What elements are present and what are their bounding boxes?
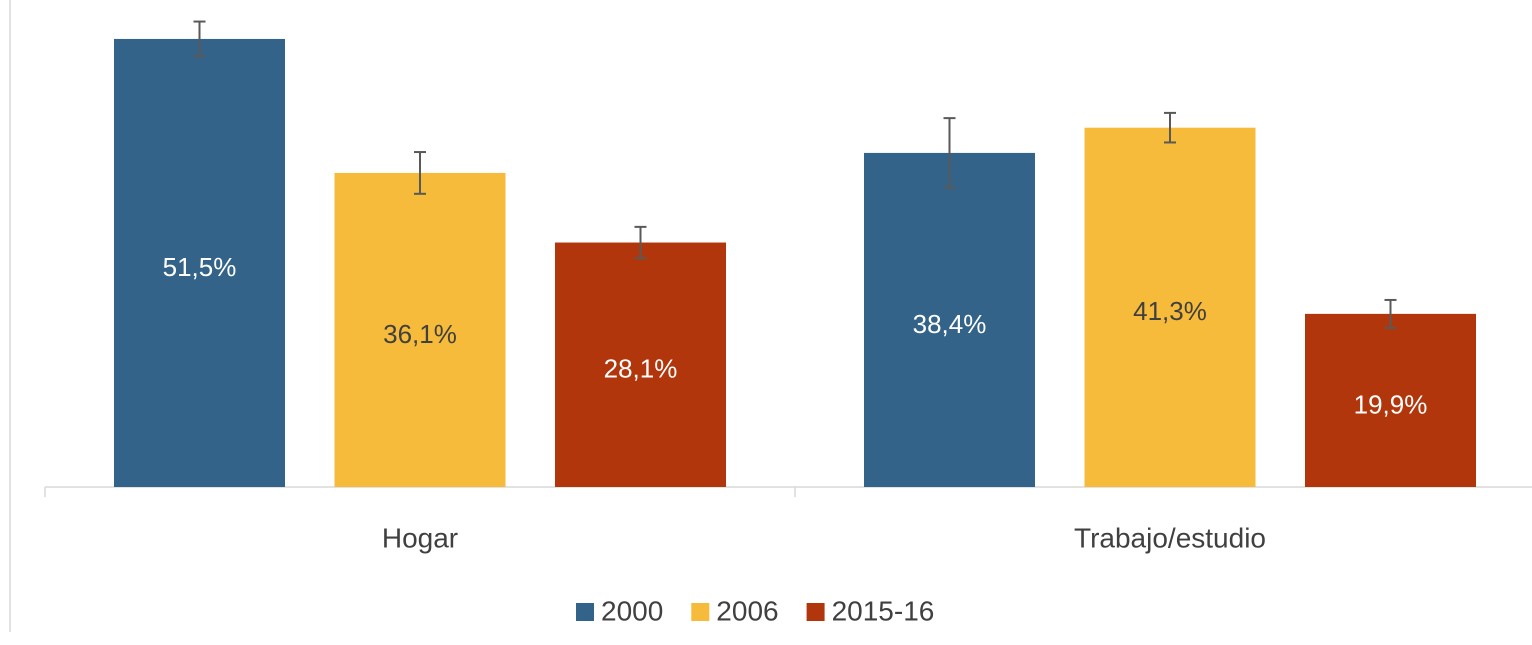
value-label: 41,3%	[1133, 296, 1207, 326]
error-bar	[1384, 298, 1397, 329]
value-label: 36,1%	[383, 319, 457, 349]
value-label: 19,9%	[1354, 389, 1428, 419]
x-tick-label: Trabajo/estudio	[1074, 522, 1266, 553]
bar	[1084, 127, 1256, 487]
error-bar	[1164, 111, 1176, 144]
error-bar	[943, 117, 956, 189]
legend-swatch	[691, 603, 710, 621]
legend-label: 2000	[601, 595, 663, 626]
legend-label: 2015-16	[832, 595, 935, 626]
error-bar	[634, 225, 647, 260]
bar	[334, 172, 506, 487]
bar	[555, 242, 726, 487]
bar	[1305, 313, 1476, 487]
value-label: 38,4%	[913, 309, 987, 339]
error-bar	[414, 151, 426, 195]
legend-swatch	[576, 603, 594, 621]
bar	[864, 152, 1035, 488]
legend-label: 2006	[716, 595, 778, 626]
value-label: 28,1%	[604, 354, 678, 384]
error-bar	[193, 20, 206, 58]
bar	[114, 38, 285, 487]
x-tick-label: Hogar	[382, 522, 458, 553]
legend-swatch	[806, 603, 825, 621]
value-label: 51,5%	[163, 252, 237, 282]
